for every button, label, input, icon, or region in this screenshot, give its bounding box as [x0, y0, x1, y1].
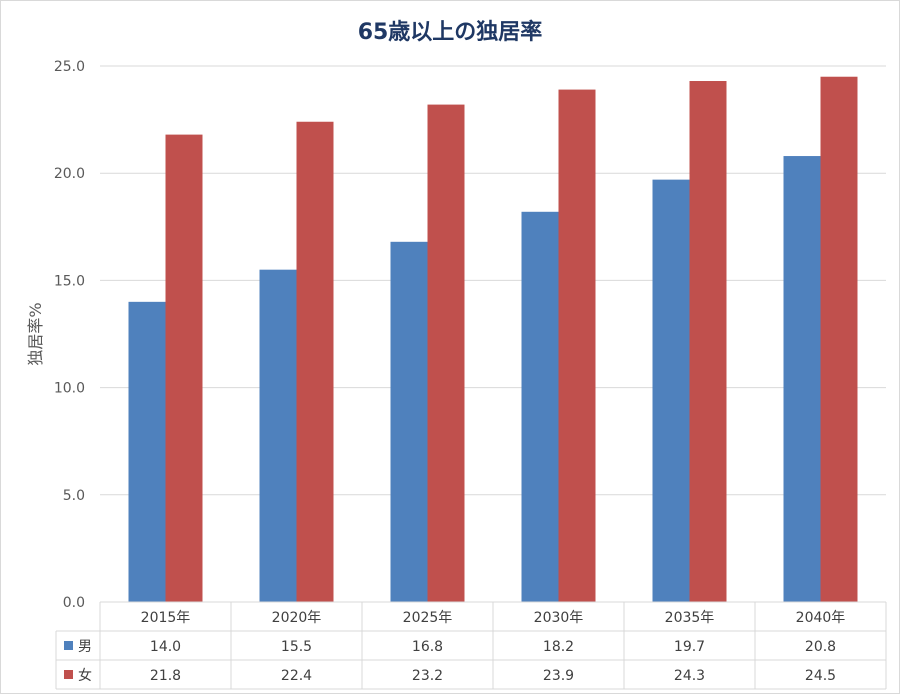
- bar-男-2020年: [259, 269, 297, 602]
- bar-男-2015年: [128, 301, 166, 602]
- data-label: 16.8: [412, 639, 443, 655]
- x-category-label: 2030年: [534, 610, 584, 626]
- data-label: 18.2: [543, 639, 574, 655]
- chart-title: 65歳以上の独居率: [358, 19, 543, 45]
- y-tick-label: 15.0: [54, 273, 85, 289]
- legend-label: 女: [78, 667, 92, 684]
- bar-男-2040年: [783, 156, 821, 602]
- data-label: 14.0: [150, 639, 181, 655]
- data-label: 24.3: [674, 668, 705, 684]
- y-tick-label: 10.0: [54, 381, 85, 397]
- x-category-label: 2020年: [272, 610, 322, 626]
- bar-女-2030年: [558, 89, 596, 603]
- bar-男-2030年: [521, 211, 559, 603]
- x-category-label: 2040年: [796, 610, 846, 626]
- data-label: 20.8: [805, 639, 836, 655]
- x-category-label: 2035年: [665, 610, 715, 626]
- bar-男-2025年: [390, 241, 428, 603]
- x-category-label: 2025年: [403, 610, 453, 626]
- data-label: 23.9: [543, 668, 574, 684]
- y-tick-label: 25.0: [54, 59, 85, 75]
- bar-女-2040年: [820, 76, 858, 603]
- data-label: 21.8: [150, 668, 181, 684]
- legend-label: 男: [78, 639, 92, 655]
- y-axis-ticks: 0.0 5.0 10.0 15.0 20.0 25.0: [54, 59, 85, 611]
- data-label: 19.7: [674, 639, 705, 655]
- bar-女-2020年: [296, 121, 334, 602]
- data-label: 22.4: [281, 668, 312, 684]
- y-tick-label: 20.0: [54, 166, 85, 182]
- bar-女-2015年: [165, 134, 203, 602]
- y-tick-label: 5.0: [63, 488, 85, 504]
- legend-key-男: [64, 641, 73, 650]
- data-label: 15.5: [281, 639, 312, 655]
- bars: [128, 76, 858, 603]
- data-label: 23.2: [412, 668, 443, 684]
- y-tick-label: 0.0: [63, 595, 85, 611]
- data-label: 24.5: [805, 668, 836, 684]
- gridlines: [100, 65, 886, 603]
- bar-男-2035年: [652, 179, 690, 602]
- bar-女-2025年: [427, 104, 465, 602]
- x-category-label: 2015年: [141, 610, 191, 626]
- y-axis-label: 独居率%: [26, 302, 45, 365]
- bar-女-2035年: [689, 81, 727, 603]
- legend-key-女: [64, 670, 73, 679]
